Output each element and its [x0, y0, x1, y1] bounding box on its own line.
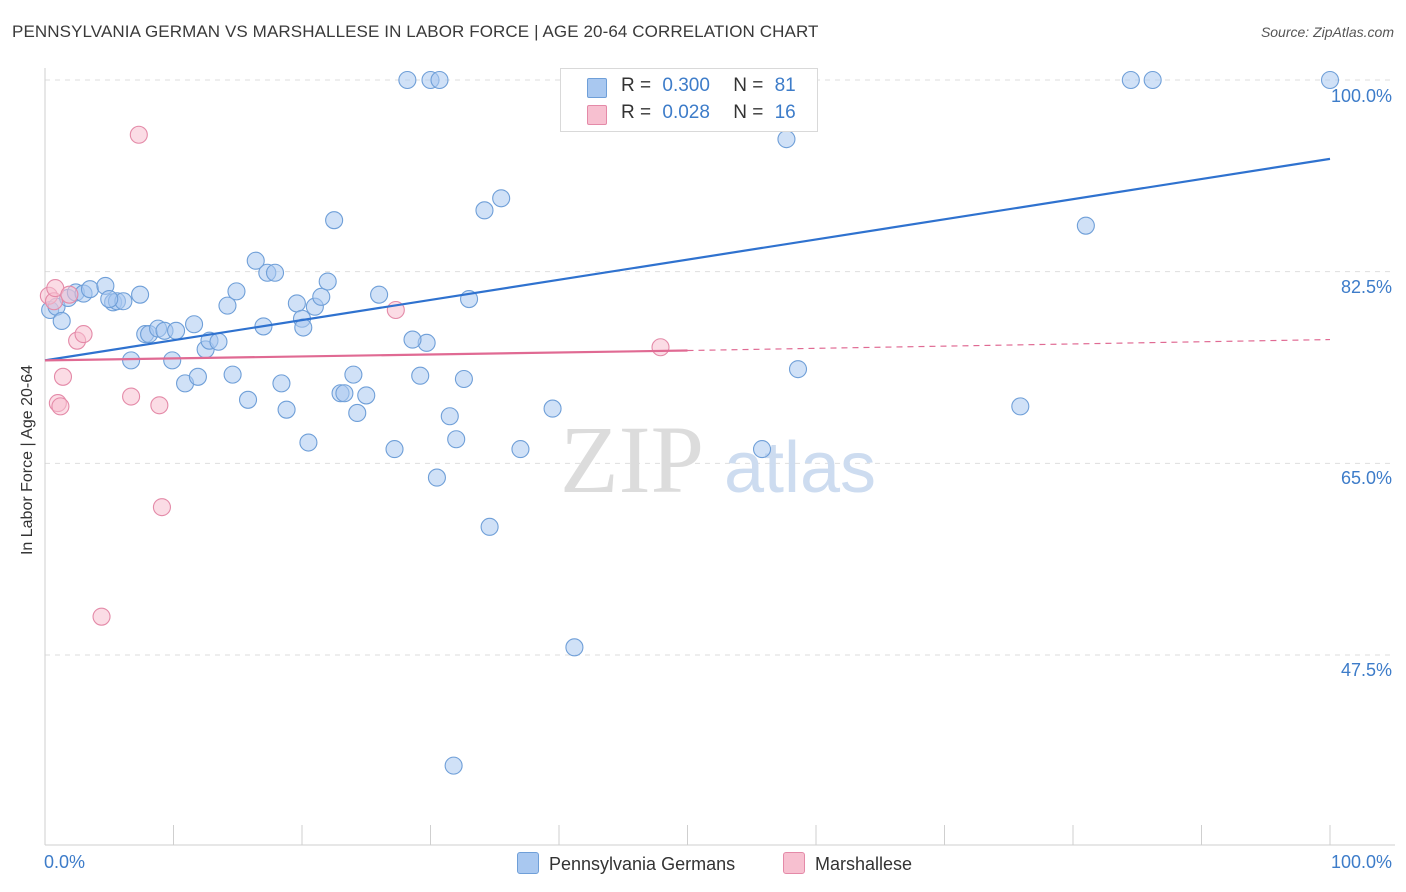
bottom-legend-pennsylvania-germans: Pennsylvania Germans [517, 852, 735, 875]
pennsylvania-germans-point-60 [492, 189, 511, 208]
pennsylvania-germans-point-71 [1011, 397, 1030, 416]
legend-swatch-blue [587, 78, 607, 98]
pennsylvania-germans-point-28 [238, 390, 258, 409]
pennsylvania-germans-point-54 [427, 468, 446, 487]
marshallese-point-10 [122, 387, 141, 406]
grid-lines [45, 79, 1395, 656]
x-tick-label-max: 100.0% [1330, 852, 1392, 872]
pennsylvania-germans-point-32 [265, 263, 285, 282]
bottom-legend-swatch-blue [517, 852, 539, 874]
pennsylvania-germans-point-72 [1076, 216, 1095, 235]
pennsylvania-germans-point-55 [440, 407, 459, 426]
bottom-legend-label: Marshallese [815, 854, 913, 874]
watermark-atlas: atlas [724, 428, 876, 508]
marshallese-point-12 [150, 396, 169, 415]
pennsylvania-germans-trend-line [44, 157, 1331, 362]
pennsylvania-germans-point-70 [788, 360, 808, 379]
y-tick-label-47-5: 47.5% [1340, 660, 1392, 680]
pennsylvania-germans-point-21 [188, 367, 207, 386]
pennsylvania-germans-point-46 [357, 386, 376, 405]
y-tick-label-65: 65.0% [1340, 468, 1392, 488]
pennsylvania-germans-point-53 [430, 70, 449, 90]
pennsylvania-germans-point-63 [565, 638, 584, 657]
marshallese-point-9 [92, 607, 111, 626]
pennsylvania-germans-point-49 [398, 70, 417, 90]
axes [44, 68, 1395, 846]
watermark: ZIP atlas [560, 406, 876, 513]
pennsylvania-germans-point-58 [475, 201, 494, 220]
legend-n-value: 16 [774, 102, 796, 123]
pennsylvania-germans-point-73 [1121, 70, 1140, 90]
legend-r-value: 0.300 [662, 75, 710, 96]
pennsylvania-germans-point-35 [287, 294, 306, 313]
pennsylvania-germans-point-12 [122, 351, 141, 370]
correlation-legend: R = 0.300 N = 81 R = 0.028 N = 16 [560, 68, 818, 132]
pennsylvania-germans-point-61 [511, 440, 530, 459]
pennsylvania-germans-point-25 [218, 296, 237, 315]
legend-n-value: 81 [774, 75, 796, 96]
pennsylvania-germans-point-40 [318, 272, 337, 291]
legend-n-label: N = [733, 75, 764, 96]
pennsylvania-germans-point-75 [1320, 70, 1340, 90]
pennsylvania-germans-point-62 [543, 399, 562, 418]
pennsylvania-germans-point-45 [348, 403, 367, 423]
pennsylvania-germans-point-69 [777, 130, 796, 149]
trend-lines [44, 157, 1331, 362]
pennsylvania-germans-point-57 [454, 369, 473, 389]
pennsylvania-germans-point-76 [444, 756, 463, 775]
chart-title: PENNSYLVANIA GERMAN VS MARSHALLESE IN LA… [12, 22, 819, 41]
marshallese-trend-line [44, 349, 688, 362]
legend-r-value: 0.028 [662, 102, 710, 123]
marshallese-point-5 [53, 367, 73, 386]
marshallese-point-13 [152, 498, 171, 517]
pennsylvania-germans-point-59 [480, 517, 499, 536]
legend-n-label: N = [733, 102, 764, 123]
pennsylvania-germans-point-80 [100, 289, 119, 309]
pennsylvania-germans-point-56 [447, 430, 466, 449]
pennsylvania-germans-point-44 [344, 365, 363, 384]
data-points [39, 70, 1340, 775]
pennsylvania-germans-point-2 [52, 311, 71, 331]
pennsylvania-germans-point-41 [325, 211, 344, 230]
bottom-legend-swatch-pink [783, 852, 805, 874]
pennsylvania-germans-point-68 [752, 440, 772, 459]
pennsylvania-germans-point-43 [335, 384, 354, 403]
pennsylvania-germans-point-20 [185, 315, 204, 334]
pennsylvania-germans-point-6 [80, 280, 100, 299]
pennsylvania-germans-point-33 [272, 374, 291, 393]
x-tick-label-min: 0.0% [44, 852, 86, 872]
pennsylvania-germans-point-47 [370, 285, 389, 304]
pennsylvania-germans-point-34 [277, 400, 296, 419]
marshallese-point-8 [74, 325, 93, 344]
pennsylvania-germans-point-17 [167, 321, 186, 340]
legend-swatch-pink [587, 105, 607, 125]
pennsylvania-germans-point-11 [131, 285, 150, 304]
pennsylvania-germans-point-74 [1143, 70, 1162, 90]
watermark-zip: ZIP [560, 406, 704, 513]
marshallese-point-6 [60, 285, 79, 304]
pennsylvania-germans-point-24 [209, 332, 228, 351]
pennsylvania-germans-point-29 [246, 251, 265, 270]
marshallese-point-4 [51, 397, 70, 416]
marshallese-trend-extension [687, 338, 1331, 352]
pennsylvania-germans-point-77 [403, 330, 422, 349]
y-axis-label: In Labor Force | Age 20-64 [19, 364, 36, 556]
y-tick-label-100: 100.0% [1330, 86, 1392, 106]
legend-r-label: R = [621, 75, 652, 96]
source-label: Source: ZipAtlas.com [1260, 24, 1394, 40]
legend-r-label: R = [621, 102, 652, 123]
bottom-legend-label: Pennsylvania Germans [549, 854, 736, 874]
pennsylvania-germans-point-48 [385, 440, 404, 459]
pennsylvania-germans-point-27 [227, 282, 246, 301]
pennsylvania-germans-point-37 [299, 433, 318, 452]
y-tick-label-82-5: 82.5% [1340, 277, 1392, 297]
marshallese-point-15 [651, 338, 670, 357]
pennsylvania-germans-point-18 [163, 351, 182, 370]
pennsylvania-germans-point-50 [411, 366, 430, 385]
pennsylvania-germans-point-26 [223, 365, 242, 384]
pennsylvania-germans-point-39 [312, 287, 331, 306]
bottom-legend-marshallese: Marshallese [783, 852, 912, 875]
marshallese-point-11 [129, 125, 148, 144]
